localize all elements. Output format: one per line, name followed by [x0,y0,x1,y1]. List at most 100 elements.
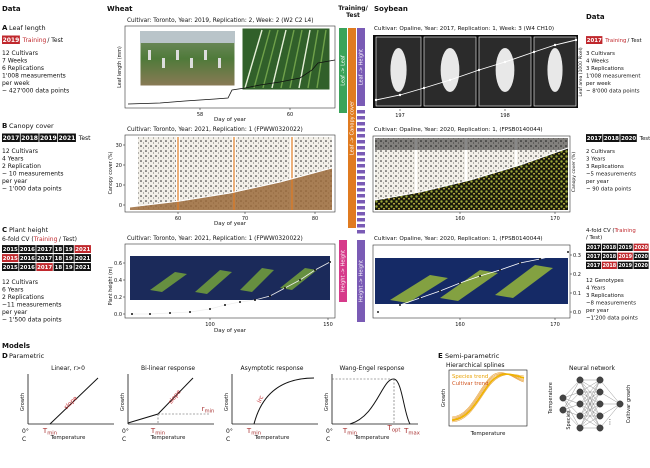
year-badge [53,254,64,262]
x-axis-label: Day of year [214,117,247,123]
year-badge-label: 2018 [603,263,617,269]
year-badge [53,245,64,253]
transfer-dash [357,188,365,192]
transfer-dash [357,146,365,150]
y-tick-label: 0.2 [114,295,122,301]
year-badge [586,36,603,44]
symbol-base: T [387,424,393,432]
stat-line: 7 Weeks [2,58,27,65]
height-point [269,295,271,297]
year-badge [2,35,20,44]
height-point [299,279,301,281]
height-point [209,308,211,310]
symbol-base: T [342,427,348,435]
rate-parameter: rmin [202,405,215,415]
year-badge-label: 2021 [75,256,90,262]
leaf-blade [298,29,311,89]
transfer-label: Leaf -> Leaf [341,55,347,86]
legend-species: Species trend [452,374,488,380]
leaf-blade [289,29,303,89]
canopy-photo [138,137,176,210]
year-badge [586,252,602,260]
panel-caption: Cultivar: Opaline, Year: 2020, Replicati… [374,236,543,242]
year-badge [2,263,19,271]
symbol-base: r [202,405,205,413]
year-badge-label: 2018 [603,245,617,251]
leaf-shape [390,48,407,92]
leaf-area-point [477,68,481,72]
test-label: / Test) [586,235,602,241]
height-point [439,290,441,292]
test-label: Test [639,136,650,142]
transfer-dash [357,134,365,138]
year-badge-label: 2017 [3,135,20,142]
year-badge [620,134,637,142]
height-point [224,304,226,306]
symbol-sub: min [347,431,357,437]
stat-line: 2 Replication [2,163,41,170]
height-point [239,301,241,303]
transfer-dash [357,122,365,126]
year-badge-label: 2015 [3,256,18,262]
stat-line: ~ 90 data points [586,187,631,193]
year-badge-label: 2019 [618,263,632,269]
nn-node [596,400,604,408]
nn-ellipsis: ⋮ [607,418,614,426]
symbol-base: T [246,427,252,435]
year-badge-label: 2020 [634,245,648,251]
symbol-sub: min [47,431,57,437]
stat-line: 3 Replications [586,164,624,170]
nn-node [596,376,604,384]
year-badge-label: 2015 [3,247,18,253]
nn-node [596,424,604,432]
nn-node [576,376,584,384]
year-badge-label: 2015 [3,265,18,271]
leaf-blade [280,29,295,89]
year-badge-label: 2016 [20,247,35,253]
stat-line: 3 Replications [586,66,624,72]
x-axis-label: Temperature [354,435,390,441]
year-badge-label: 2021 [59,135,76,142]
column-heading: Soybean [374,5,408,13]
training-label: Training [22,37,47,44]
year-badge-label: 2017 [37,265,52,271]
nn-node [576,400,584,408]
y-axis-label: Growth [441,389,447,407]
year-badge [39,133,58,142]
stat-line: 12 Cultivars [2,148,38,155]
soil-area [130,168,332,210]
height-point [254,299,256,301]
field-post [190,58,193,68]
year-badge-label: 18 [55,247,63,253]
leaf-blade [253,29,271,89]
leaf-area-point [553,43,557,47]
nn-node [616,400,624,408]
cultivar-spline [451,373,525,419]
species-spline [451,373,525,421]
x-axis-label: Day of year [214,221,247,227]
y-axis-label: Leaf area (1000 Pixel) [578,47,584,96]
year-badge [586,134,603,142]
year-badge-label: 2019 [3,37,20,44]
stat-line: 6 Replications [2,65,44,72]
column-heading: Data [586,13,605,21]
year-badge-label: 2020 [621,136,636,142]
plant-row [195,270,232,294]
year-badge-label: 18 [55,256,63,262]
height-point [189,311,191,313]
model-title: Bi-linear response [141,365,195,372]
y-tick-label: 0.6 [114,261,122,267]
stat-line: ~1'200 data points [586,316,638,322]
stat-line: 1'008 measurement [586,74,641,80]
spline-frame [448,369,528,427]
year-badge-label: 2017 [587,136,602,142]
transfer-dash [357,110,365,114]
model-title: Neural network [569,365,616,372]
stat-line: 4 Weeks [586,59,609,65]
year-badge [19,245,36,253]
transfer-dash [357,206,365,210]
x-axis-label: Day of year [214,328,247,334]
height-point [499,269,501,271]
year-badge [36,245,53,253]
response-curve [49,377,99,425]
